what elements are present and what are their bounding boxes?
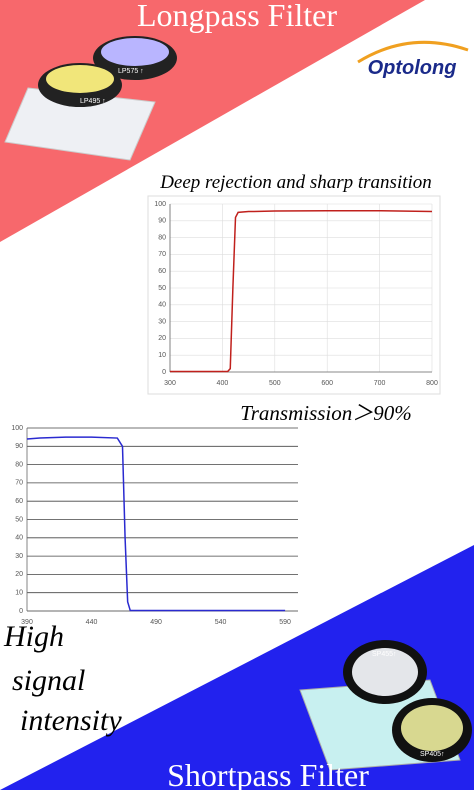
callout: intensity [20, 704, 122, 737]
filter-label: LP575 ↑ [118, 68, 144, 75]
filter-label: SP405↑ [420, 751, 445, 758]
longpass-filters: LP575 ↑ LP495 ↑ [4, 36, 177, 161]
x-tick-label: 390 [21, 619, 33, 626]
x-tick-label: 800 [426, 380, 438, 387]
y-tick-label: 50 [158, 285, 166, 292]
y-tick-label: 20 [158, 335, 166, 342]
filter-glass [46, 65, 114, 93]
y-tick-label: 30 [158, 318, 166, 325]
y-tick-label: 90 [15, 443, 23, 450]
filter-label: LP495 ↑ [80, 98, 106, 105]
y-tick-label: 30 [15, 553, 23, 560]
shortpass-filters: SP455↑ SP405↑ [299, 640, 472, 771]
y-tick-label: 40 [158, 302, 166, 309]
x-tick-label: 500 [269, 380, 281, 387]
x-tick-label: 490 [150, 619, 162, 626]
y-tick-label: 50 [15, 516, 23, 523]
x-tick-label: 600 [321, 380, 333, 387]
bottom-title: Shortpass Filter [167, 757, 369, 790]
y-tick-label: 40 [15, 535, 23, 542]
x-tick-label: 300 [164, 380, 176, 387]
x-tick-label: 540 [215, 619, 227, 626]
y-tick-label: 0 [19, 608, 23, 615]
y-tick-label: 60 [158, 268, 166, 275]
y-tick-label: 80 [15, 461, 23, 468]
top-title: Longpass Filter [137, 0, 337, 33]
callout: High [3, 620, 64, 653]
filter-label: SP455↑ [372, 651, 397, 658]
x-tick-label: 700 [374, 380, 386, 387]
y-tick-label: 10 [15, 590, 23, 597]
x-tick-label: 590 [279, 619, 291, 626]
filter-glass [401, 705, 463, 751]
callout: Transmission＞90% [240, 401, 412, 425]
y-tick-label: 10 [158, 352, 166, 359]
filter-glass [101, 38, 169, 66]
y-tick-label: 70 [158, 251, 166, 258]
y-tick-label: 60 [15, 498, 23, 505]
line-series [170, 209, 433, 373]
y-tick-label: 100 [154, 201, 166, 208]
x-tick-label: 400 [217, 380, 229, 387]
filter-glass [352, 648, 418, 696]
y-tick-label: 70 [15, 480, 23, 487]
logo-arc [357, 40, 469, 64]
brand: Optolong [368, 57, 457, 79]
y-tick-label: 20 [15, 571, 23, 578]
y-tick-label: 0 [162, 369, 166, 376]
callout: signal [12, 664, 85, 697]
callout: Deep rejection and sharp transition [159, 172, 432, 193]
x-tick-label: 440 [86, 619, 98, 626]
y-tick-label: 90 [158, 218, 166, 225]
logo: Optolong [357, 40, 469, 79]
y-tick-label: 80 [158, 234, 166, 241]
y-tick-label: 100 [11, 425, 23, 432]
line-series [26, 436, 286, 612]
chart-panel [147, 195, 441, 395]
